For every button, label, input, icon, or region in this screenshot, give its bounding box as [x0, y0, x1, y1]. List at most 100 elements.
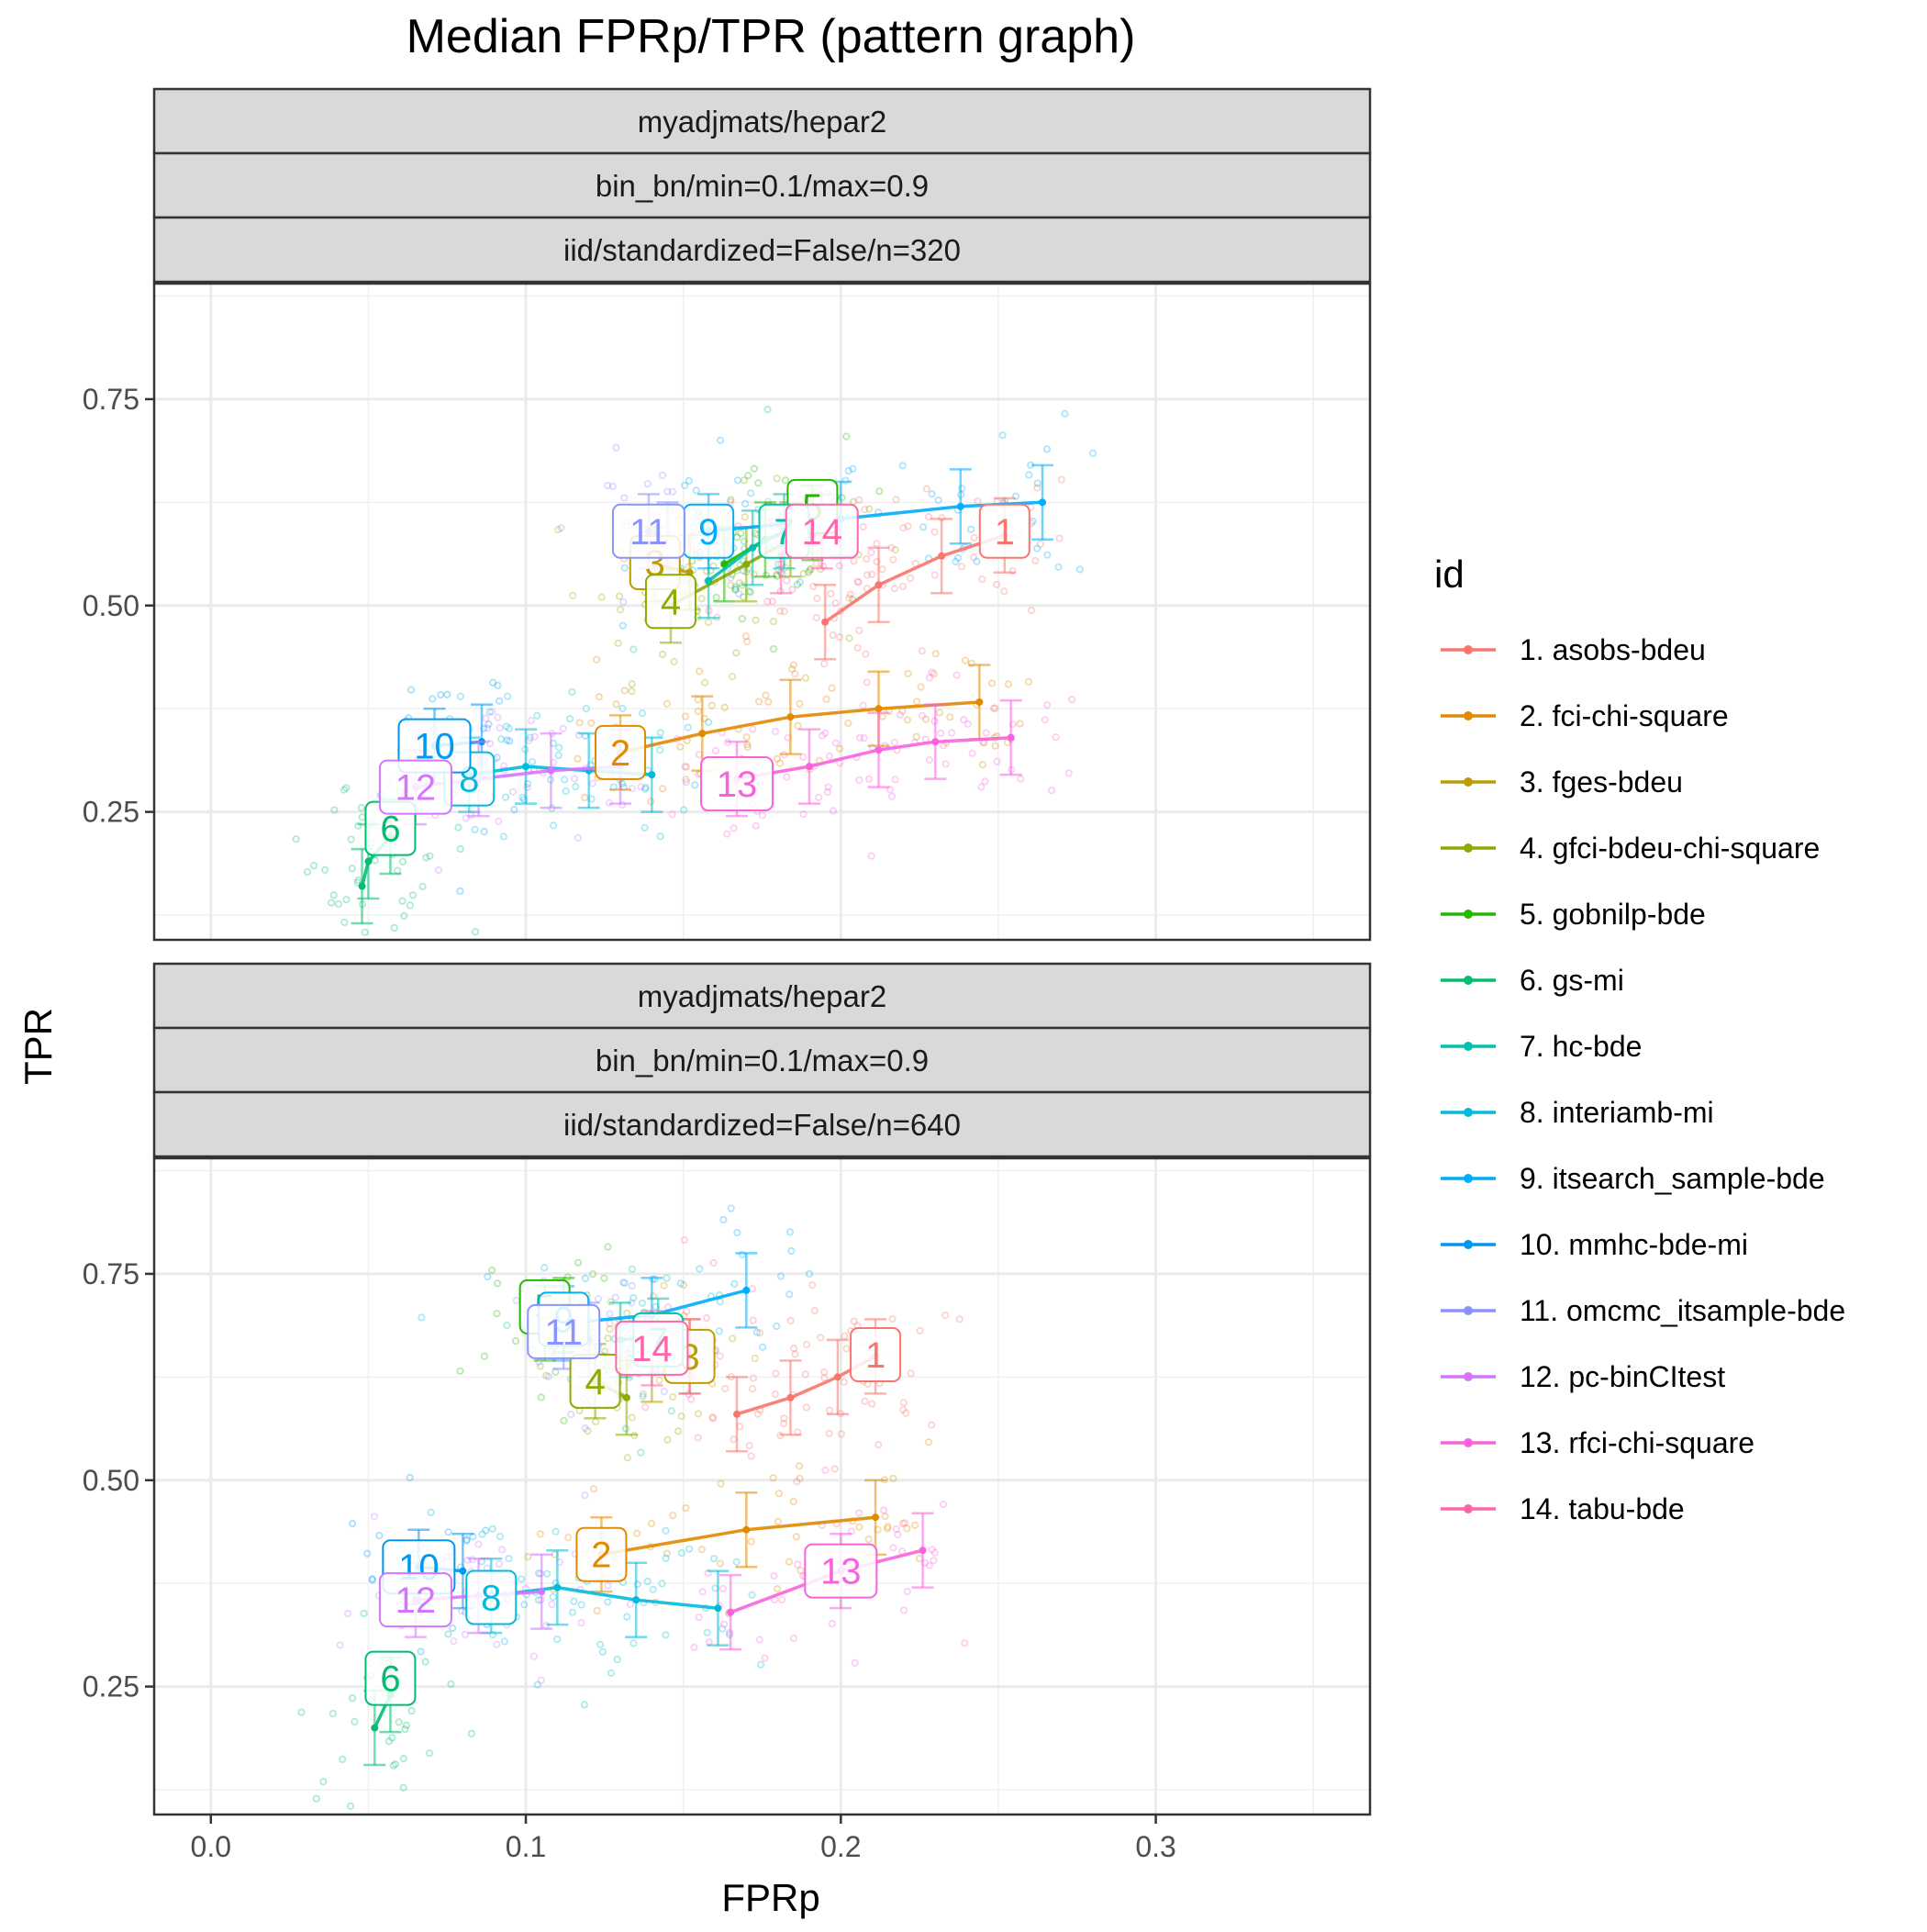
- scatter-point: [901, 1519, 909, 1527]
- scatter-point: [395, 1718, 403, 1726]
- scatter-point: [721, 1384, 730, 1393]
- scatter-point: [371, 856, 379, 865]
- scatter-point: [704, 618, 713, 627]
- scatter-point: [815, 793, 823, 801]
- scatter-point: [612, 700, 620, 709]
- scatter-point: [489, 678, 497, 687]
- scatter-point: [670, 657, 678, 665]
- scatter-point: [1047, 787, 1056, 795]
- scatter-point: [837, 607, 845, 616]
- scatter-point: [855, 776, 863, 784]
- legend-key-marker: [1464, 1240, 1473, 1249]
- scatter-point: [961, 656, 970, 664]
- scatter-point: [629, 645, 638, 653]
- scatter-point: [691, 781, 699, 789]
- scatter-point: [589, 1485, 598, 1493]
- scatter-point: [580, 1701, 588, 1709]
- scatter-point: [898, 462, 907, 470]
- scatter-point: [500, 1637, 508, 1646]
- scatter-point: [991, 742, 999, 750]
- series-marker: [874, 581, 883, 589]
- facet-strip-label: iid/standardized=False/n=640: [563, 1108, 961, 1142]
- scatter-point: [939, 1500, 948, 1509]
- scatter-point: [327, 899, 336, 907]
- scatter-point: [503, 1321, 511, 1330]
- x-tick-label: 0.0: [191, 1830, 231, 1863]
- scatter-point: [738, 615, 746, 623]
- scatter-point: [768, 597, 776, 606]
- y-axis: 0.25 0.50 0.75: [83, 383, 154, 829]
- scatter-point: [681, 763, 689, 771]
- scatter-point: [447, 1680, 455, 1688]
- scatter-point: [806, 566, 814, 575]
- scatter-point: [456, 1367, 464, 1375]
- x-axis: 0.0 0.1 0.2 0.3: [191, 1815, 1176, 1863]
- scatter-point: [485, 720, 493, 729]
- scatter-point: [523, 783, 531, 791]
- scatter-point: [751, 1354, 759, 1363]
- scatter-point: [368, 1576, 377, 1584]
- scatter-point: [743, 637, 752, 646]
- scatter-point: [968, 749, 976, 757]
- scatter-point: [840, 1378, 848, 1386]
- scatter-point: [961, 1639, 969, 1647]
- scatter-point: [799, 810, 808, 819]
- scatter-point: [796, 1566, 805, 1575]
- scatter-point: [618, 621, 627, 630]
- series-marker: [742, 1286, 751, 1294]
- scatter-point: [730, 1279, 739, 1288]
- scatter-point: [749, 1385, 757, 1393]
- legend-item-5: 5. gobnilp-bde: [1441, 898, 1706, 931]
- scatter-point: [488, 1266, 496, 1275]
- series-label-box: [465, 1569, 518, 1625]
- series-label-box: [611, 503, 685, 559]
- scatter-point: [421, 1658, 429, 1666]
- series-marker: [821, 618, 830, 626]
- scatter-point: [697, 595, 706, 603]
- scatter-point: [297, 1708, 306, 1716]
- scatter-point: [681, 481, 689, 490]
- scatter-point: [1052, 733, 1060, 742]
- series-marker: [727, 1608, 735, 1616]
- scatter-point: [937, 729, 945, 737]
- scatter-point: [342, 896, 351, 904]
- series-marker: [459, 1567, 467, 1575]
- series-marker: [547, 766, 555, 775]
- scatter-point: [488, 1524, 496, 1533]
- scatter-point: [363, 1549, 372, 1558]
- scatter-point: [1027, 606, 1036, 615]
- scatter-point: [868, 1400, 876, 1408]
- facet-panels: myadjmats/hepar2bin_bn/min=0.1/max=0.9ii…: [83, 87, 1372, 1816]
- scatter-point: [663, 1274, 671, 1282]
- scatter-point: [682, 1307, 691, 1316]
- scatter-point: [347, 1802, 355, 1810]
- scatter-point: [658, 471, 667, 479]
- scatter-point: [360, 1609, 368, 1618]
- plot-background: [154, 284, 1370, 940]
- scatter-point: [604, 1598, 612, 1606]
- series-marker: [919, 1547, 927, 1555]
- series-label-box: [364, 1650, 417, 1706]
- scatter-point: [758, 811, 766, 820]
- legend-item-label: 12. pc-binCItest: [1520, 1360, 1725, 1393]
- scatter-point: [966, 525, 975, 533]
- scatter-point: [854, 578, 863, 586]
- scatter-point: [819, 731, 827, 740]
- scatter-point: [339, 1755, 347, 1763]
- series-label-13: 13: [820, 1552, 862, 1592]
- scatter-point: [577, 1619, 585, 1627]
- chart-title: Median FPRp/TPR (pattern graph): [407, 10, 1136, 63]
- scatter-point: [536, 1530, 544, 1538]
- scatter-point: [855, 626, 863, 634]
- scatter-point: [422, 854, 430, 862]
- scatter-point: [588, 1270, 597, 1279]
- scatter-point: [787, 664, 796, 673]
- scatter-point: [881, 1513, 889, 1521]
- scatter-point: [887, 792, 897, 800]
- scatter-point: [879, 1506, 888, 1514]
- scatter-point: [786, 1316, 795, 1325]
- scatter-point: [723, 830, 731, 838]
- scatter-point: [778, 1596, 786, 1604]
- legend-item-1: 1. asobs-bdeu: [1441, 633, 1706, 666]
- scatter-point: [930, 571, 939, 579]
